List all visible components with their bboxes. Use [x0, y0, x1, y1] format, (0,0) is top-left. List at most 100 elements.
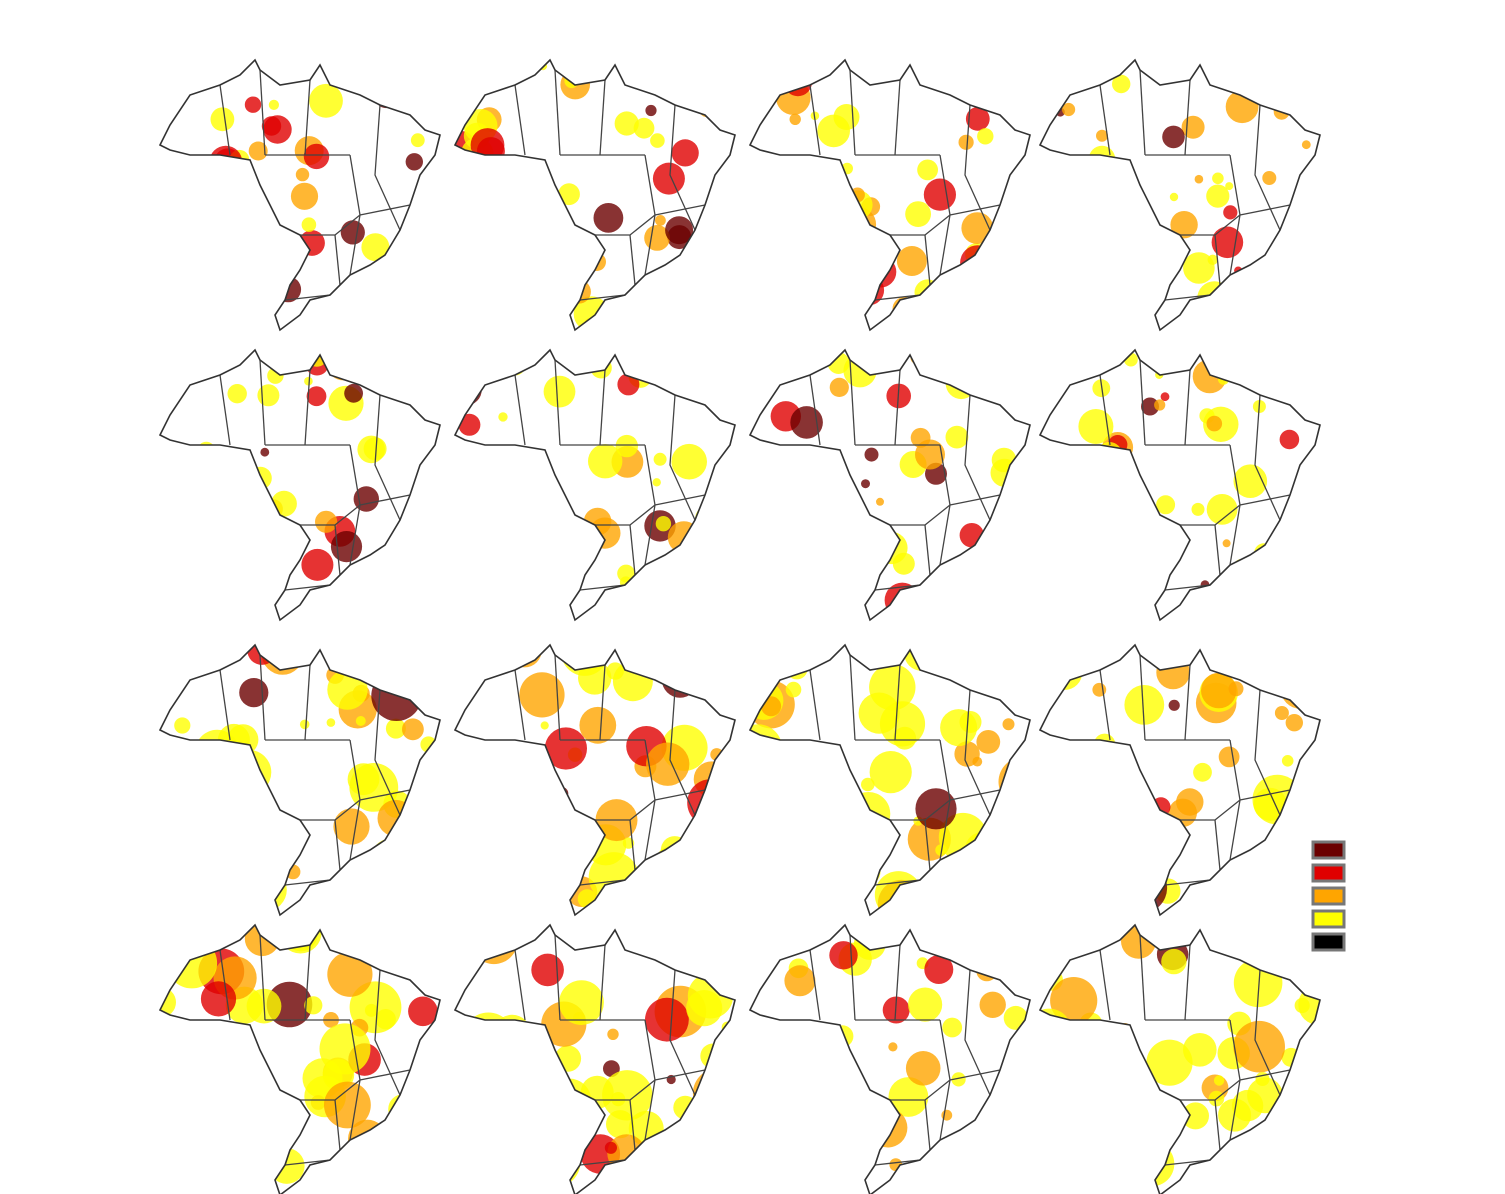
drought-patch — [622, 837, 635, 849]
state-border — [579, 584, 626, 591]
state-border — [554, 69, 561, 156]
drought-patch — [665, 216, 694, 245]
state-border — [629, 819, 636, 871]
state-border — [259, 69, 266, 156]
drought-patch — [482, 499, 498, 515]
drought-patch — [230, 296, 255, 321]
state-border — [334, 1099, 341, 1151]
drought-patch — [621, 354, 642, 374]
drought-patch — [697, 288, 725, 316]
state-border — [514, 374, 526, 446]
drought-patch — [1252, 854, 1267, 868]
state-border — [1164, 1159, 1211, 1166]
state-border — [1254, 394, 1281, 521]
country-outline — [454, 349, 736, 621]
state-border — [669, 394, 696, 521]
country-outline — [454, 59, 736, 331]
drought-patch — [473, 756, 511, 794]
drought-patch — [1169, 192, 1179, 202]
legend-swatch — [1311, 863, 1346, 883]
drought-patch — [304, 996, 323, 1015]
drought-patch — [415, 570, 440, 601]
drought-patch — [1213, 1075, 1225, 1086]
drought-patch — [1046, 654, 1083, 690]
drought-patch — [713, 109, 726, 121]
drought-patch — [1255, 1072, 1270, 1086]
drought-patch — [696, 544, 720, 567]
drought-patch — [995, 1125, 1028, 1157]
drought-patch — [615, 434, 638, 458]
drought-patch — [456, 558, 477, 579]
drought-patch — [785, 681, 802, 698]
state-border — [644, 154, 656, 276]
drought-patch — [408, 996, 438, 1027]
drought-patch — [1040, 447, 1051, 468]
drought-patch — [686, 990, 723, 1027]
drought-patch — [383, 305, 419, 330]
country-outline — [1039, 349, 1321, 621]
drought-patch — [519, 672, 565, 718]
drought-patch — [614, 111, 639, 136]
state-border — [304, 664, 311, 741]
drought-patch — [888, 1042, 898, 1052]
drought-patch — [164, 232, 186, 254]
drought-patch — [780, 835, 829, 884]
drought-patch — [1040, 1160, 1055, 1187]
drought-patch — [692, 1068, 735, 1119]
drought-patch — [864, 447, 879, 462]
drought-patch — [390, 78, 422, 110]
drought-patch — [268, 99, 279, 110]
drought-patch — [1052, 754, 1095, 797]
drought-patch — [1054, 590, 1091, 620]
drought-patch — [1096, 129, 1108, 142]
drought-patch — [590, 357, 612, 379]
drought-patch — [295, 167, 310, 182]
drought-patch — [1049, 1109, 1060, 1121]
drought-patch — [1201, 672, 1237, 709]
drought-patch — [1056, 1116, 1083, 1143]
drought-patch — [863, 545, 880, 562]
drought-patch — [848, 813, 891, 856]
drought-patch — [981, 1125, 1021, 1165]
drought-patch — [1111, 212, 1141, 242]
state-border — [554, 654, 561, 741]
state-border — [669, 689, 696, 816]
drought-patch — [905, 1051, 941, 1086]
drought-patch — [388, 1094, 419, 1125]
drought-patch — [261, 116, 282, 136]
drought-patch — [247, 645, 277, 665]
drought-patch — [817, 114, 850, 148]
drought-patch — [797, 222, 818, 243]
drought-patch — [698, 827, 735, 865]
drought-patch — [1259, 564, 1294, 599]
drought-patch — [750, 1016, 769, 1046]
drought-patch — [715, 373, 731, 388]
drought-patch — [750, 794, 774, 822]
drought-patch — [1135, 1129, 1166, 1159]
state-border — [219, 949, 231, 1021]
state-border — [1214, 234, 1221, 286]
drought-patches — [750, 60, 1030, 322]
drought-patch — [945, 368, 977, 400]
drought-patch — [1040, 230, 1071, 267]
drought-patch — [455, 925, 473, 956]
drought-patch — [412, 192, 426, 206]
drought-patch — [467, 514, 498, 545]
drought-patch — [398, 72, 414, 88]
drought-patch — [987, 237, 999, 249]
drought-patch — [959, 856, 969, 866]
drought-patch — [1099, 1126, 1120, 1147]
drought-patch — [517, 1124, 535, 1142]
drought-patch — [753, 466, 774, 487]
drought-patch — [707, 1145, 735, 1179]
drought-patch — [527, 595, 540, 608]
drought-patch — [678, 571, 700, 592]
drought-patch — [795, 498, 814, 517]
drought-patch — [363, 437, 387, 461]
drought-patch — [507, 515, 519, 527]
drought-patch — [987, 936, 1017, 967]
drought-patch — [1191, 502, 1205, 516]
drought-patch — [750, 175, 771, 199]
drought-patch — [1206, 494, 1238, 525]
drought-patch — [206, 1025, 257, 1076]
